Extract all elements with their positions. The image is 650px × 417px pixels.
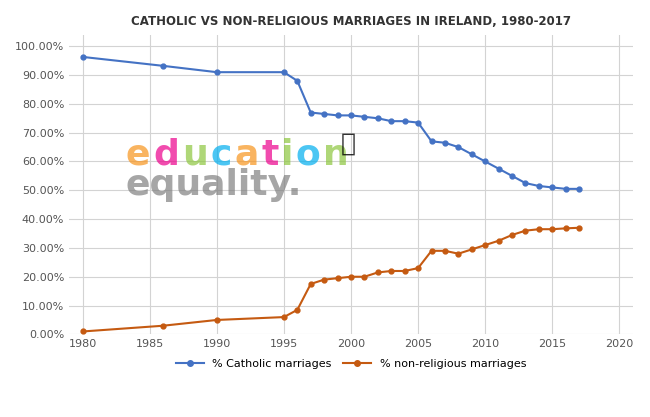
% Catholic marriages <box>280 70 288 75</box>
% non-religious marriages <box>79 329 86 334</box>
% Catholic marriages <box>495 166 502 171</box>
% Catholic marriages <box>79 54 86 59</box>
% Catholic marriages <box>361 114 369 119</box>
% non-religious marriages <box>401 269 409 274</box>
Text: o: o <box>295 138 320 171</box>
Text: i: i <box>281 138 294 171</box>
% Catholic marriages <box>535 183 543 188</box>
% non-religious marriages <box>468 247 476 252</box>
% non-religious marriages <box>374 270 382 275</box>
% Catholic marriages <box>374 116 382 121</box>
% non-religious marriages <box>441 248 449 253</box>
% Catholic marriages <box>307 110 315 115</box>
% Catholic marriages <box>454 145 462 150</box>
Text: e: e <box>125 138 150 171</box>
Text: c: c <box>211 138 232 171</box>
% Catholic marriages <box>347 113 355 118</box>
Line: % non-religious marriages: % non-religious marriages <box>80 225 582 334</box>
% Catholic marriages <box>549 185 556 190</box>
% non-religious marriages <box>428 248 436 253</box>
% non-religious marriages <box>549 227 556 232</box>
% Catholic marriages <box>481 159 489 164</box>
% non-religious marriages <box>333 276 341 281</box>
% non-religious marriages <box>320 277 328 282</box>
% Catholic marriages <box>414 120 422 125</box>
% Catholic marriages <box>562 186 569 191</box>
% Catholic marriages <box>320 111 328 116</box>
% non-religious marriages <box>495 238 502 243</box>
% non-religious marriages <box>307 281 315 286</box>
Text: 🖐: 🖐 <box>341 131 356 156</box>
% non-religious marriages <box>280 314 288 319</box>
Text: equality.: equality. <box>125 168 302 202</box>
Title: CATHOLIC VS NON-RELIGIOUS MARRIAGES IN IRELAND, 1980-2017: CATHOLIC VS NON-RELIGIOUS MARRIAGES IN I… <box>131 15 571 28</box>
% Catholic marriages <box>213 70 220 75</box>
% non-religious marriages <box>293 307 301 312</box>
% non-religious marriages <box>414 266 422 271</box>
% non-religious marriages <box>562 226 569 231</box>
% non-religious marriages <box>521 228 529 233</box>
% Catholic marriages <box>575 186 583 191</box>
% Catholic marriages <box>401 119 409 124</box>
% non-religious marriages <box>454 251 462 256</box>
Text: u: u <box>182 138 207 171</box>
Text: t: t <box>262 138 279 171</box>
% Catholic marriages <box>159 63 167 68</box>
% Catholic marriages <box>428 139 436 144</box>
% Catholic marriages <box>521 181 529 186</box>
% non-religious marriages <box>347 274 355 279</box>
Line: % Catholic marriages: % Catholic marriages <box>80 55 582 191</box>
% non-religious marriages <box>575 225 583 230</box>
Text: a: a <box>235 138 259 171</box>
% Catholic marriages <box>387 119 395 124</box>
% Catholic marriages <box>333 113 341 118</box>
Text: d: d <box>153 138 179 171</box>
% non-religious marriages <box>387 269 395 274</box>
% Catholic marriages <box>468 152 476 157</box>
% Catholic marriages <box>293 78 301 83</box>
Text: n: n <box>323 138 348 171</box>
% non-religious marriages <box>535 227 543 232</box>
% non-religious marriages <box>508 232 516 237</box>
Legend: % Catholic marriages, % non-religious marriages: % Catholic marriages, % non-religious ma… <box>172 355 530 374</box>
% non-religious marriages <box>159 323 167 328</box>
% non-religious marriages <box>213 317 220 322</box>
% non-religious marriages <box>361 274 369 279</box>
% Catholic marriages <box>508 173 516 178</box>
% non-religious marriages <box>481 243 489 248</box>
% Catholic marriages <box>441 140 449 145</box>
